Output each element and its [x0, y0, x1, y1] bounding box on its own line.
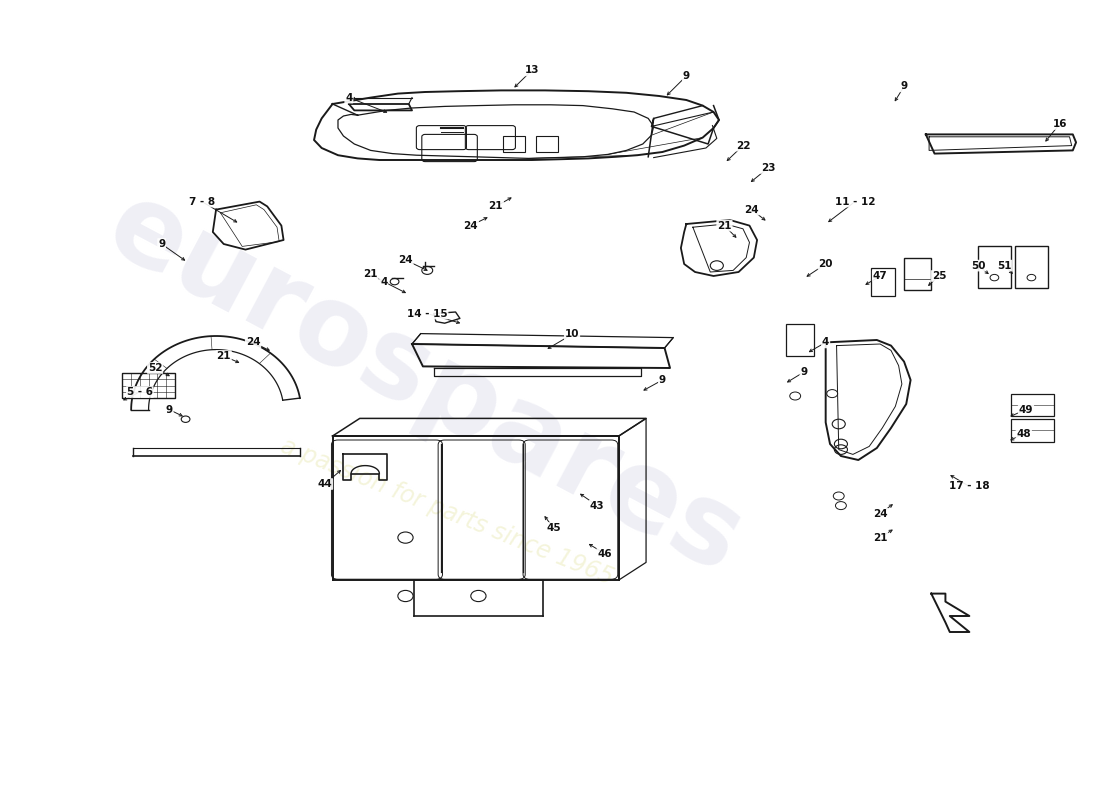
Text: 49: 49 [1019, 405, 1033, 414]
Bar [504, 136, 525, 152]
Bar [1011, 394, 1054, 416]
Bar [978, 246, 1011, 288]
Text: 17 - 18: 17 - 18 [949, 482, 990, 491]
Text: 4: 4 [379, 277, 387, 286]
Text: 21: 21 [363, 269, 378, 278]
Text: 21: 21 [717, 221, 732, 230]
Text: 20: 20 [818, 259, 833, 269]
Text: 24: 24 [463, 221, 478, 230]
Text: a passion for parts since 1965: a passion for parts since 1965 [277, 434, 617, 590]
Text: 7 - 8: 7 - 8 [189, 197, 214, 206]
Text: 9: 9 [659, 375, 666, 385]
Text: 4: 4 [345, 93, 353, 102]
Text: 13: 13 [525, 66, 539, 75]
Text: 4: 4 [822, 338, 829, 347]
Text: 24: 24 [398, 255, 412, 265]
Text: 9: 9 [801, 367, 807, 377]
Text: 50: 50 [971, 261, 986, 270]
Bar [536, 136, 558, 152]
Bar [786, 324, 814, 356]
Text: 14 - 15: 14 - 15 [407, 309, 448, 318]
Text: 9: 9 [901, 82, 908, 91]
Bar [122, 373, 175, 398]
Text: 48: 48 [1016, 429, 1031, 438]
Text: 9: 9 [158, 239, 165, 249]
Bar [1015, 246, 1047, 288]
Bar [904, 258, 932, 290]
Text: 25: 25 [932, 271, 946, 281]
Text: 9: 9 [166, 405, 173, 414]
Text: 24: 24 [245, 338, 261, 347]
Text: 44: 44 [318, 479, 332, 489]
Text: 16: 16 [1053, 119, 1067, 129]
Bar [1011, 419, 1054, 442]
Text: 46: 46 [597, 549, 612, 558]
Text: 52: 52 [147, 363, 163, 373]
Text: 51: 51 [997, 261, 1012, 270]
Text: 21: 21 [873, 533, 888, 542]
Text: 47: 47 [872, 271, 888, 281]
Text: 9: 9 [683, 71, 690, 81]
Text: 21: 21 [217, 351, 231, 361]
Text: 11 - 12: 11 - 12 [835, 197, 876, 206]
Text: 43: 43 [590, 501, 604, 510]
Text: 22: 22 [736, 141, 750, 150]
Text: 5 - 6: 5 - 6 [126, 387, 153, 397]
Text: 23: 23 [761, 163, 776, 173]
Text: 10: 10 [564, 330, 580, 339]
Text: eurospares: eurospares [90, 172, 760, 596]
Text: 24: 24 [872, 509, 888, 518]
Text: 24: 24 [745, 205, 759, 214]
Bar [871, 268, 895, 296]
Text: 21: 21 [488, 202, 503, 211]
Text: 45: 45 [547, 523, 561, 533]
